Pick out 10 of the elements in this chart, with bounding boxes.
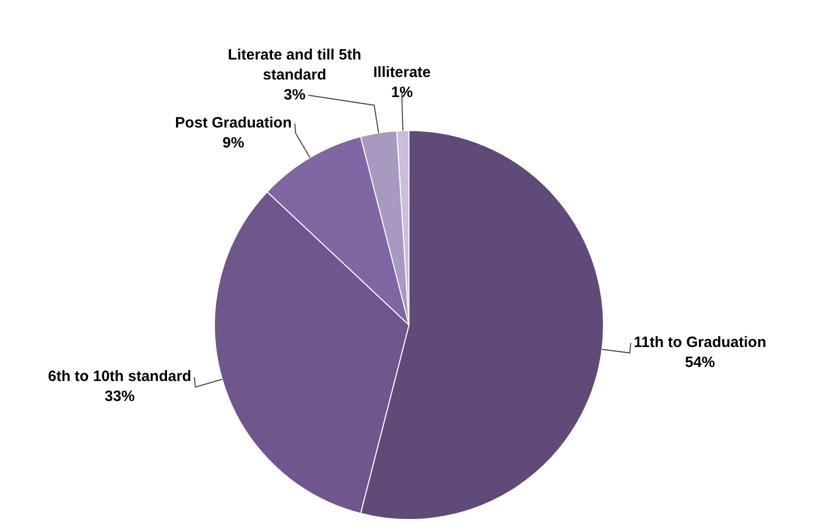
- data-label: 9%: [222, 134, 244, 152]
- data-label: 3%: [284, 86, 306, 104]
- slice-label: 6th to 10th standard: [48, 368, 192, 386]
- slice-label: Post Graduation: [175, 114, 292, 132]
- slice-label: 11th to Graduation: [634, 334, 766, 352]
- slice-label: Illiterate: [373, 64, 431, 81]
- data-label: 54%: [684, 354, 716, 372]
- slice-label: Literate and till 5th standard: [228, 46, 362, 84]
- data-label: 1%: [391, 84, 413, 101]
- data-label: 33%: [104, 388, 135, 406]
